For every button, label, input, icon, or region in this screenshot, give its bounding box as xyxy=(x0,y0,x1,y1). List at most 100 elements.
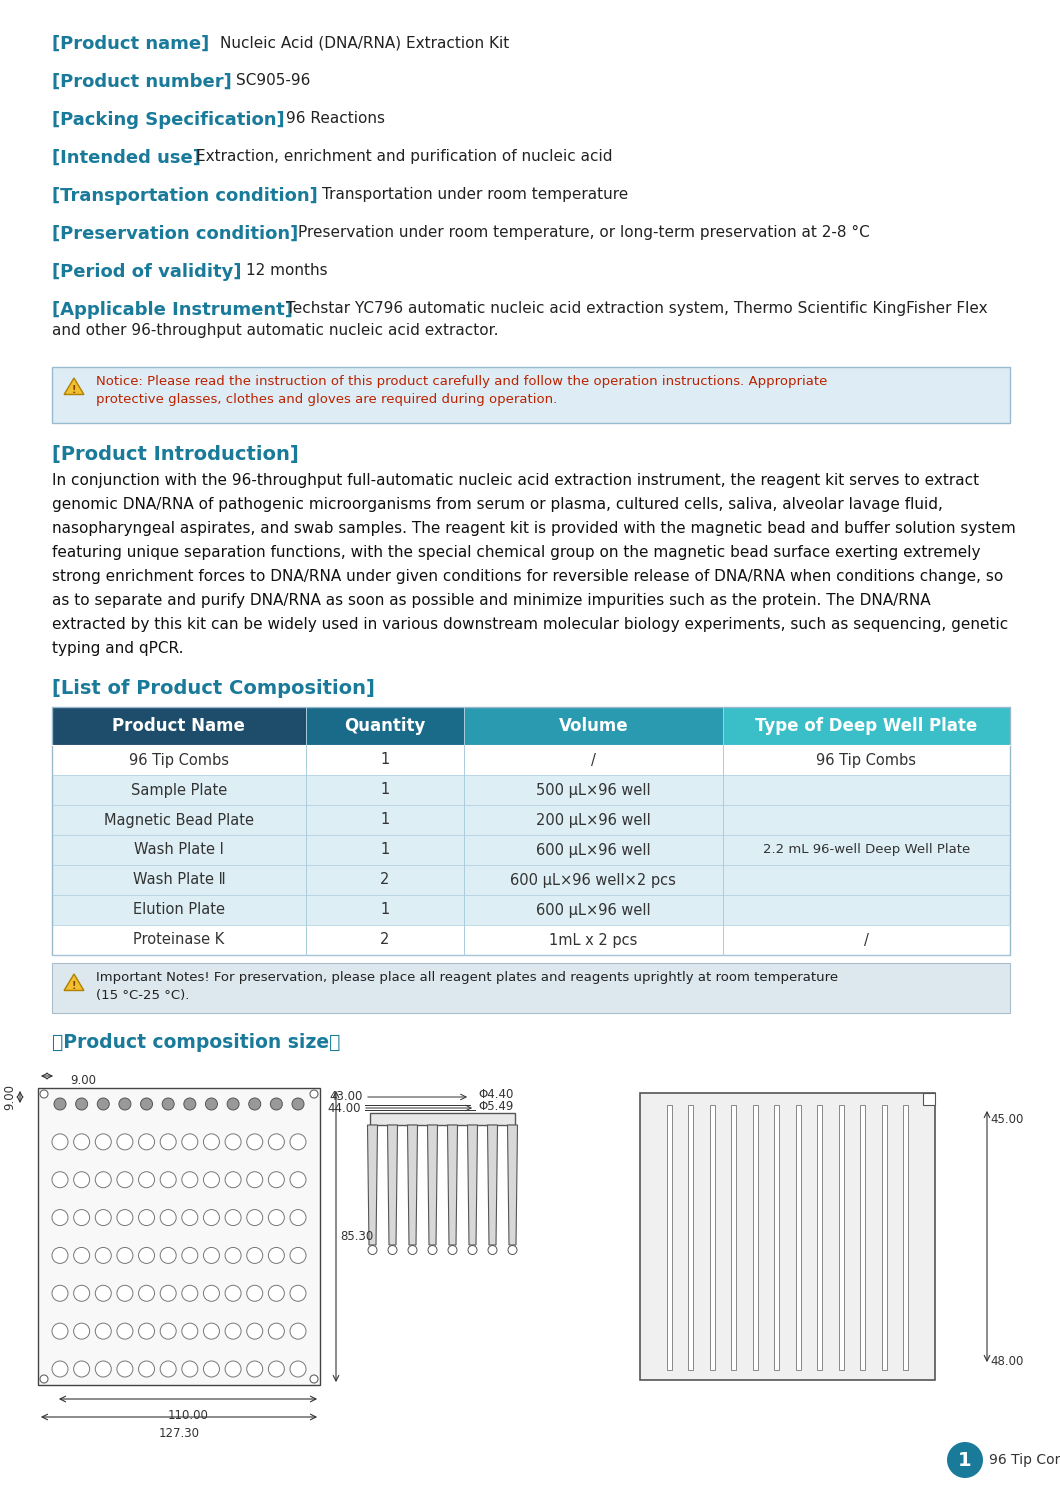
Circle shape xyxy=(95,1210,111,1226)
Circle shape xyxy=(204,1171,219,1188)
Text: Notice: Please read the instruction of this product carefully and follow the ope: Notice: Please read the instruction of t… xyxy=(96,375,828,387)
Circle shape xyxy=(73,1323,90,1340)
Text: [List of Product Composition]: [List of Product Composition] xyxy=(52,679,375,697)
Text: as to separate and purify DNA/RNA as soon as possible and minimize impurities su: as to separate and purify DNA/RNA as soo… xyxy=(52,593,931,608)
Circle shape xyxy=(117,1286,132,1301)
Circle shape xyxy=(95,1134,111,1150)
Circle shape xyxy=(73,1134,90,1150)
Circle shape xyxy=(225,1134,241,1150)
Text: 600 μL×96 well: 600 μL×96 well xyxy=(536,903,651,918)
Circle shape xyxy=(225,1171,241,1188)
Circle shape xyxy=(182,1134,198,1150)
Circle shape xyxy=(247,1171,263,1188)
Circle shape xyxy=(117,1210,132,1226)
Bar xyxy=(882,1106,887,1369)
Circle shape xyxy=(98,1098,109,1110)
Text: [Product Introduction]: [Product Introduction] xyxy=(52,446,299,463)
Circle shape xyxy=(270,1098,282,1110)
Circle shape xyxy=(160,1323,176,1340)
Text: 600 μL×96 well×2 pcs: 600 μL×96 well×2 pcs xyxy=(510,873,676,888)
Circle shape xyxy=(310,1091,318,1098)
Circle shape xyxy=(268,1171,284,1188)
Circle shape xyxy=(52,1210,68,1226)
Polygon shape xyxy=(508,1125,517,1246)
Text: 44.00: 44.00 xyxy=(328,1101,361,1115)
Text: Sample Plate: Sample Plate xyxy=(130,782,227,797)
Text: !: ! xyxy=(72,384,76,395)
Text: Φ5.49: Φ5.49 xyxy=(478,1101,513,1113)
Circle shape xyxy=(139,1210,155,1226)
Circle shape xyxy=(73,1210,90,1226)
Circle shape xyxy=(408,1246,417,1255)
Circle shape xyxy=(160,1247,176,1264)
Polygon shape xyxy=(447,1125,458,1246)
Circle shape xyxy=(139,1134,155,1150)
Bar xyxy=(903,1106,908,1369)
Bar xyxy=(709,1106,714,1369)
Text: 127.30: 127.30 xyxy=(159,1427,199,1439)
Circle shape xyxy=(947,1442,983,1478)
Text: 2: 2 xyxy=(381,933,390,948)
Circle shape xyxy=(160,1360,176,1377)
Text: extracted by this kit can be widely used in various downstream molecular biology: extracted by this kit can be widely used… xyxy=(52,617,1008,632)
Circle shape xyxy=(290,1134,306,1150)
Polygon shape xyxy=(407,1125,418,1246)
Circle shape xyxy=(95,1323,111,1340)
Circle shape xyxy=(225,1247,241,1264)
FancyBboxPatch shape xyxy=(52,963,1010,1013)
Bar xyxy=(52,706,306,745)
Text: 200 μL×96 well: 200 μL×96 well xyxy=(536,812,651,827)
Text: 2.2 mL 96-well Deep Well Plate: 2.2 mL 96-well Deep Well Plate xyxy=(763,843,970,857)
Bar xyxy=(923,1094,935,1106)
Circle shape xyxy=(225,1360,241,1377)
Circle shape xyxy=(290,1171,306,1188)
Circle shape xyxy=(95,1286,111,1301)
Text: protective glasses, clothes and gloves are required during operation.: protective glasses, clothes and gloves a… xyxy=(96,393,558,405)
Bar xyxy=(731,1106,736,1369)
Circle shape xyxy=(73,1360,90,1377)
Text: [Preservation condition]: [Preservation condition] xyxy=(52,225,298,243)
Text: 1: 1 xyxy=(381,842,389,858)
Text: Wash Plate Ⅰ: Wash Plate Ⅰ xyxy=(134,842,224,858)
Text: 12 months: 12 months xyxy=(246,264,328,279)
Circle shape xyxy=(160,1171,176,1188)
Bar xyxy=(52,805,1010,834)
Circle shape xyxy=(182,1210,198,1226)
Bar xyxy=(52,925,1010,955)
Text: Elution Plate: Elution Plate xyxy=(132,903,225,918)
Circle shape xyxy=(40,1091,48,1098)
Text: [Transportation condition]: [Transportation condition] xyxy=(52,188,318,206)
Circle shape xyxy=(75,1098,88,1110)
Text: strong enrichment forces to DNA/RNA under given conditions for reversible releas: strong enrichment forces to DNA/RNA unde… xyxy=(52,569,1003,584)
FancyBboxPatch shape xyxy=(52,367,1010,423)
Bar xyxy=(52,745,1010,775)
Text: featuring unique separation functions, with the special chemical group on the ma: featuring unique separation functions, w… xyxy=(52,545,980,560)
Text: 96 Tip Combs: 96 Tip Combs xyxy=(816,752,916,767)
Circle shape xyxy=(40,1375,48,1383)
Circle shape xyxy=(204,1323,219,1340)
Polygon shape xyxy=(467,1125,477,1246)
Text: 45.00: 45.00 xyxy=(990,1113,1023,1126)
Bar xyxy=(723,706,1010,745)
Text: 1: 1 xyxy=(381,812,389,827)
Circle shape xyxy=(54,1098,66,1110)
Circle shape xyxy=(160,1134,176,1150)
Circle shape xyxy=(160,1286,176,1301)
Circle shape xyxy=(368,1246,377,1255)
Circle shape xyxy=(182,1286,198,1301)
Text: SC905-96: SC905-96 xyxy=(236,73,311,88)
Circle shape xyxy=(117,1360,132,1377)
Circle shape xyxy=(204,1286,219,1301)
Bar xyxy=(640,1094,935,1380)
Circle shape xyxy=(95,1360,111,1377)
Circle shape xyxy=(290,1247,306,1264)
Text: [Packing Specification]: [Packing Specification] xyxy=(52,110,285,130)
Circle shape xyxy=(52,1247,68,1264)
Text: 1: 1 xyxy=(381,752,389,767)
Circle shape xyxy=(469,1246,477,1255)
Polygon shape xyxy=(427,1125,438,1246)
Circle shape xyxy=(247,1323,263,1340)
Circle shape xyxy=(428,1246,437,1255)
Text: 500 μL×96 well: 500 μL×96 well xyxy=(536,782,651,797)
Circle shape xyxy=(292,1098,304,1110)
